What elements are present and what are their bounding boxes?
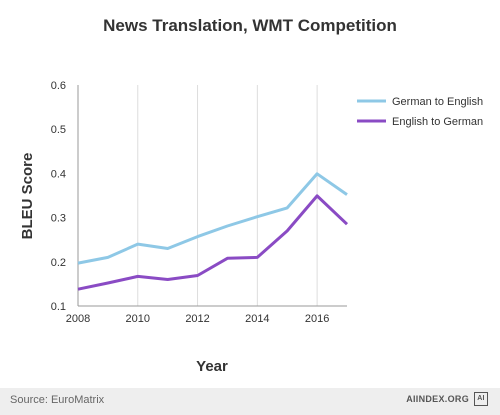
y-tick-label: 0.3 [51,213,66,225]
brand-logo-icon: AI [474,392,488,406]
y-tick-label: 0.1 [51,301,66,313]
line-chart: 0.1 0.2 0.3 0.4 0.5 0.6 2008 2010 2012 2014 2016 G… [0,0,500,388]
x-axis-label: Year [196,358,228,375]
x-tick-label: 2010 [126,313,150,325]
legend: German to English English to German [357,96,483,128]
source-label: Source: EuroMatrix [10,394,104,406]
y-tick-label: 0.2 [51,257,66,269]
y-tick-label: 0.5 [51,124,66,136]
legend-label-2: English to German [392,116,483,128]
brand: AIINDEX.ORG AI [406,392,488,406]
plot-area-background [78,85,347,306]
y-tick-label: 0.6 [51,80,66,92]
x-tick-label: 2012 [185,313,209,325]
x-tick-label: 2016 [305,313,329,325]
legend-label-1: German to English [392,96,483,108]
x-tick-label: 2014 [245,313,269,325]
y-axis-label: BLEU Score [19,153,36,240]
brand-name: AIINDEX.ORG [406,394,469,404]
x-tick-label: 2008 [66,313,90,325]
footer: Source: EuroMatrix AIINDEX.ORG AI [0,388,500,415]
y-tick-label: 0.4 [51,168,66,180]
